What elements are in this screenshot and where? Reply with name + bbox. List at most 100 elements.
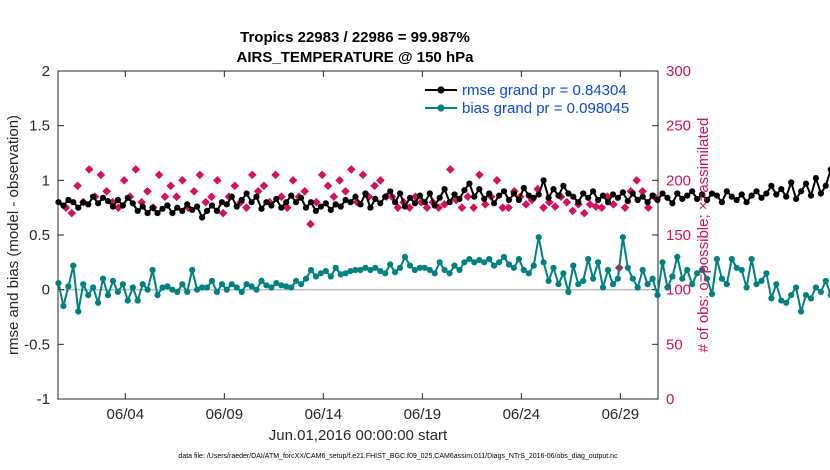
bias-point: [708, 290, 716, 298]
rmse-point: [684, 192, 691, 199]
obs-point: [230, 181, 240, 191]
obs-point: [550, 202, 560, 211]
obs-point: [446, 165, 455, 174]
bias-point: [431, 270, 438, 277]
x-axis: 06/04 06/09 06/14 06/19 06/24 06/29: [107, 71, 639, 423]
rmse-point: [703, 196, 711, 204]
y-right-tick-label: 50: [666, 336, 683, 353]
rmse-point: [476, 186, 483, 193]
y-tick-label: 0: [42, 282, 50, 299]
bias-point: [416, 264, 423, 271]
y-axis-right-label: # of obs: o=possible; ×=assimilated: [695, 118, 712, 353]
obs-point: [253, 186, 263, 196]
obs-point: [620, 203, 630, 212]
bias-point: [85, 292, 92, 299]
bias-point: [496, 259, 503, 266]
rmse-point: [60, 202, 67, 209]
obs-point: [247, 170, 257, 180]
bias-point: [159, 284, 166, 291]
rmse-point: [674, 190, 681, 197]
y-right-tick-label: 100: [666, 282, 691, 299]
obs-point: [259, 181, 269, 191]
bias-point: [387, 261, 394, 268]
rmse-point: [496, 192, 503, 199]
obs-point: [434, 203, 443, 212]
rmse-point: [550, 186, 557, 193]
rmse-point: [372, 195, 379, 202]
bias-point: [486, 256, 493, 263]
obs-point: [242, 203, 251, 212]
bias-point: [268, 284, 275, 291]
bias-point: [689, 281, 696, 288]
rmse-point: [387, 188, 394, 195]
rmse-point: [401, 203, 409, 210]
bias-point: [560, 270, 567, 277]
rmse-point: [253, 193, 260, 200]
bias-point: [298, 281, 305, 288]
bias-point: [575, 281, 582, 288]
rmse-point: [307, 199, 315, 206]
bias-point: [223, 286, 230, 293]
rmse-point: [179, 207, 186, 214]
bias-point: [817, 288, 825, 295]
rmse-point: [649, 192, 656, 199]
rmse-point: [614, 194, 622, 201]
obs-point: [341, 186, 350, 196]
rmse-point: [134, 207, 141, 214]
rmse-point: [322, 200, 329, 207]
rmse-series: [55, 166, 830, 221]
rmse-point: [545, 194, 552, 201]
obs-point: [416, 197, 426, 207]
rmse-point: [708, 190, 716, 197]
bias-point: [317, 270, 324, 277]
rmse-point: [580, 190, 587, 197]
bias-point: [278, 282, 285, 289]
bias-point: [144, 286, 151, 293]
rmse-point: [822, 182, 829, 189]
rmse-point: [80, 199, 87, 206]
bias-point: [713, 256, 721, 263]
rmse-point: [129, 200, 136, 207]
rmse-point: [164, 202, 171, 209]
rmse-point: [515, 196, 523, 204]
bias-point: [753, 281, 760, 288]
obs-point: [358, 170, 368, 180]
rmse-point: [154, 210, 161, 217]
rmse-point: [639, 193, 646, 200]
rmse-point: [411, 200, 418, 207]
rmse-point: [807, 192, 815, 199]
bias-point: [194, 286, 201, 293]
rmse-point: [694, 195, 701, 202]
bias-point: [377, 268, 384, 275]
obs-point: [597, 203, 607, 212]
rmse-point: [481, 195, 488, 202]
legend-bias-marker: [437, 104, 445, 112]
bias-point: [80, 281, 87, 288]
rmse-point: [392, 199, 399, 206]
bias-point: [788, 292, 795, 299]
bias-point: [644, 281, 651, 288]
bias-point: [555, 281, 562, 288]
legend-bias-label: bias grand pr = 0.098045: [462, 100, 629, 117]
bias-point: [684, 266, 691, 274]
y-tick-label: 0.5: [29, 227, 50, 244]
bias-point: [505, 261, 513, 268]
rmse-point: [218, 199, 225, 206]
rmse-point: [500, 188, 508, 195]
bias-point: [481, 259, 488, 266]
rmse-point: [347, 199, 354, 206]
rmse-point: [530, 194, 537, 201]
obs-point: [411, 192, 420, 202]
rmse-point: [95, 200, 102, 207]
bias-point: [55, 280, 62, 287]
bias-point: [718, 275, 726, 282]
bias-point: [471, 259, 478, 266]
rmse-point: [827, 166, 830, 173]
bias-point: [679, 275, 686, 282]
bias-point: [362, 264, 369, 271]
rmse-point: [268, 202, 275, 209]
bias-point: [411, 266, 418, 274]
bias-point: [798, 308, 805, 315]
rmse-point: [293, 199, 300, 206]
obs-point: [277, 192, 286, 202]
